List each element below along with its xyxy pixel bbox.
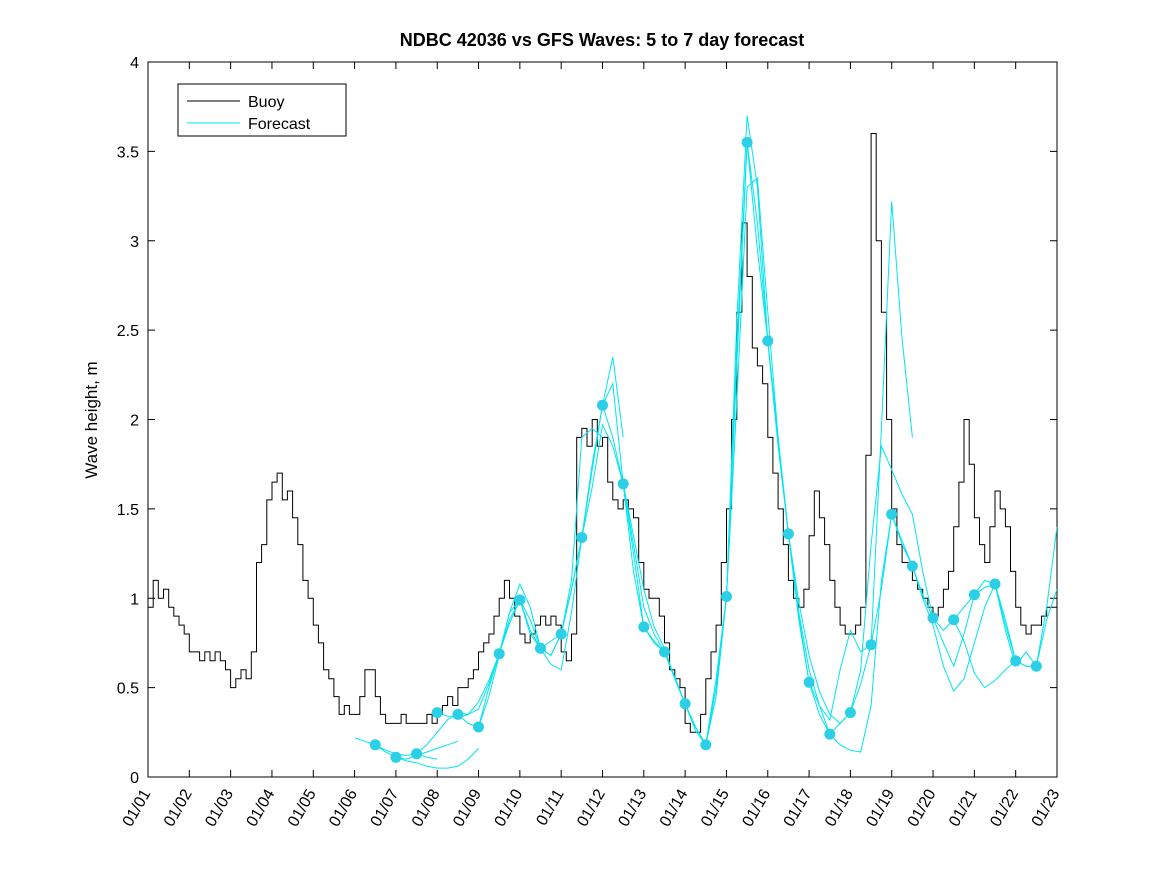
forecast-marker [762, 335, 774, 347]
forecast-marker [865, 639, 877, 651]
buoy-line [148, 133, 1057, 733]
axes: 01/01 01/02 01/03 01/04 01/05 01/06 01/07 01/08… [117, 55, 1064, 830]
forecast-run-line [994, 583, 1057, 668]
forecast-run-line [787, 533, 872, 725]
forecast-run-line [395, 748, 479, 769]
x-tick-label: 01/11 [533, 786, 567, 828]
forecast-run-line [705, 115, 789, 745]
y-tick-label: 3 [130, 234, 139, 251]
forecast-run-line [540, 356, 624, 657]
legend-buoy-label: Buoy [248, 94, 284, 111]
forecast-run-line [849, 444, 934, 713]
y-tick-label: 1.5 [117, 502, 139, 519]
forecast-marker [576, 532, 588, 543]
x-tick-label: 01/02 [161, 786, 196, 829]
forecast-marker [555, 628, 567, 640]
y-tick-label: 1 [130, 591, 139, 608]
forecast-marker [721, 591, 732, 602]
x-tick-label: 01/15 [698, 786, 733, 829]
x-tick-label: 01/08 [409, 786, 444, 829]
forecast-marker [948, 614, 960, 626]
forecast-marker [824, 728, 836, 740]
forecast-marker [968, 589, 980, 601]
forecast-marker [369, 739, 381, 751]
x-tick-label: 01/12 [574, 786, 609, 829]
forecast-run-line [808, 514, 893, 722]
forecast-run-line [891, 514, 975, 668]
forecast-marker [1010, 655, 1022, 667]
forecast-marker [782, 528, 794, 540]
x-tick-label: 01/18 [822, 786, 857, 829]
chart-title: NDBC 42036 vs GFS Waves: 5 to 7 day fore… [400, 30, 805, 50]
y-tick-label: 2 [130, 413, 139, 430]
forecast-marker [617, 478, 629, 490]
forecast-marker [741, 136, 753, 148]
x-tick-label: 01/03 [202, 786, 237, 829]
y-tick-label: 4 [130, 55, 139, 72]
forecast-marker [638, 621, 650, 633]
y-tick-label: 0.5 [117, 681, 139, 698]
legend: Buoy Forecast [177, 83, 347, 137]
x-tick-label: 01/09 [450, 786, 485, 829]
x-tick-label: 01/10 [492, 786, 527, 829]
forecast-marker [927, 612, 939, 624]
forecast-marker [659, 646, 670, 658]
plot-series [148, 115, 1057, 769]
legend-forecast-label: Forecast [248, 116, 311, 133]
forecast-run-line [602, 405, 686, 704]
forecast-marker [700, 739, 712, 751]
forecast-marker [844, 707, 856, 719]
forecast-marker [1030, 660, 1042, 672]
forecast-run-line [767, 340, 851, 736]
x-tick-label: 01/23 [1029, 786, 1064, 829]
forecast-run-line [829, 512, 913, 753]
x-tick-label: 01/14 [657, 786, 692, 829]
x-tick-label: 01/13 [616, 786, 651, 829]
forecast-marker [493, 648, 505, 660]
y-tick-label: 3.5 [117, 144, 139, 161]
forecast-marker [906, 560, 918, 572]
x-tick-label: 01/17 [781, 786, 816, 829]
x-tick-label: 01/19 [863, 786, 898, 829]
forecast-marker [886, 508, 898, 520]
x-tick-label: 01/06 [326, 786, 361, 829]
plot-border [147, 61, 1058, 778]
x-tick-label: 01/07 [368, 786, 403, 829]
x-tick-label: 01/01 [120, 786, 155, 829]
legend-box [177, 83, 347, 137]
x-tick-label: 01/21 [946, 786, 981, 829]
forecast-marker [989, 578, 1001, 590]
x-tick-label: 01/04 [244, 786, 279, 829]
forecast-marker [390, 751, 402, 763]
forecast-run-line [437, 599, 521, 719]
y-axis-label: Wave height, m [82, 361, 101, 478]
forecast-run-line [622, 483, 707, 746]
y-tick-label: 2.5 [117, 323, 139, 340]
x-tick-label: 01/22 [987, 786, 1022, 829]
forecast-marker [411, 748, 423, 760]
forecast-run-line [932, 617, 1017, 689]
x-tick-label: 01/20 [905, 786, 940, 829]
forecast-run-line [870, 201, 913, 645]
forecast-marker [514, 594, 526, 606]
forecast-marker [803, 676, 815, 688]
y-tick-label: 0 [130, 770, 139, 787]
forecast-marker [535, 642, 546, 654]
forecast-marker [473, 721, 484, 733]
forecast-run-line [953, 579, 1037, 667]
forecast-run-line [911, 565, 996, 693]
forecast-marker [431, 707, 443, 719]
forecast-run-line [746, 142, 831, 735]
x-tick-label: 01/05 [285, 786, 320, 829]
forecast-marker [597, 399, 608, 411]
x-tick-label: 01/16 [739, 786, 774, 829]
forecast-marker [679, 698, 691, 710]
forecast-marker [452, 708, 464, 720]
